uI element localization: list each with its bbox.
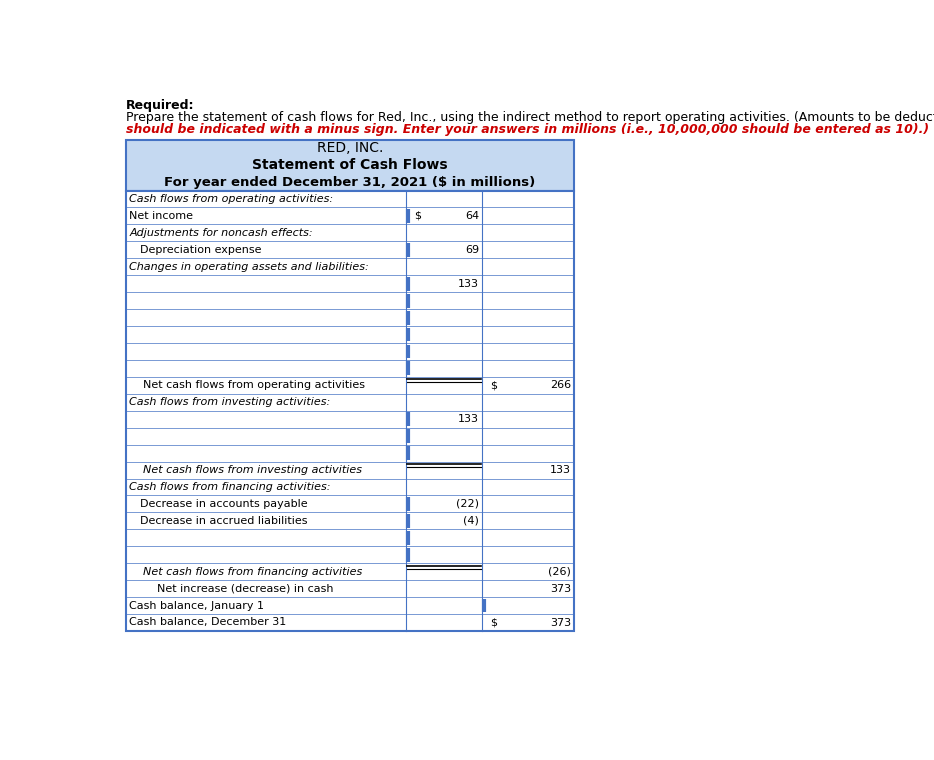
Text: (22): (22)	[456, 499, 479, 509]
Text: 133: 133	[458, 279, 479, 289]
Text: 266: 266	[550, 380, 571, 391]
Text: $: $	[490, 617, 497, 628]
Text: For year ended December 31, 2021 ($ in millions): For year ended December 31, 2021 ($ in m…	[164, 176, 536, 188]
Text: (26): (26)	[548, 567, 571, 577]
Text: Net income: Net income	[129, 211, 193, 221]
Text: 133: 133	[458, 414, 479, 424]
Text: Cash flows from operating activities:: Cash flows from operating activities:	[129, 194, 333, 204]
Text: 373: 373	[550, 584, 571, 594]
Text: Cash balance, December 31: Cash balance, December 31	[129, 617, 287, 628]
Text: (4): (4)	[463, 516, 479, 526]
Text: Statement of Cash Flows: Statement of Cash Flows	[252, 158, 447, 172]
Text: RED, INC.: RED, INC.	[317, 141, 383, 155]
Text: 373: 373	[550, 617, 571, 628]
Text: 69: 69	[465, 245, 479, 255]
Text: Net increase (decrease) in cash: Net increase (decrease) in cash	[129, 584, 333, 594]
Text: $: $	[414, 211, 421, 221]
Bar	[126, 191, 574, 631]
Text: Decrease in accounts payable: Decrease in accounts payable	[140, 499, 307, 509]
Text: Cash balance, January 1: Cash balance, January 1	[129, 600, 264, 610]
Text: Decrease in accrued liabilities: Decrease in accrued liabilities	[140, 516, 307, 526]
Text: 133: 133	[550, 465, 571, 475]
Text: $: $	[490, 380, 497, 391]
Text: Cash flows from investing activities:: Cash flows from investing activities:	[129, 397, 331, 407]
Bar	[126, 140, 574, 191]
Text: Net cash flows from investing activities: Net cash flows from investing activities	[129, 465, 362, 475]
Text: Net cash flows from operating activities: Net cash flows from operating activities	[129, 380, 365, 391]
Text: Depreciation expense: Depreciation expense	[140, 245, 262, 255]
Text: Required:: Required:	[126, 99, 194, 112]
Bar	[126, 140, 574, 191]
Text: 64: 64	[465, 211, 479, 221]
Text: Cash flows from financing activities:: Cash flows from financing activities:	[129, 482, 331, 492]
Text: Prepare the statement of cash flows for Red, Inc., using the indirect method to : Prepare the statement of cash flows for …	[126, 111, 934, 124]
Text: Adjustments for noncash effects:: Adjustments for noncash effects:	[129, 228, 313, 238]
Text: Changes in operating assets and liabilities:: Changes in operating assets and liabilit…	[129, 261, 369, 272]
Text: Net cash flows from financing activities: Net cash flows from financing activities	[129, 567, 362, 577]
Text: should be indicated with a minus sign. Enter your answers in millions (i.e., 10,: should be indicated with a minus sign. E…	[126, 123, 929, 136]
